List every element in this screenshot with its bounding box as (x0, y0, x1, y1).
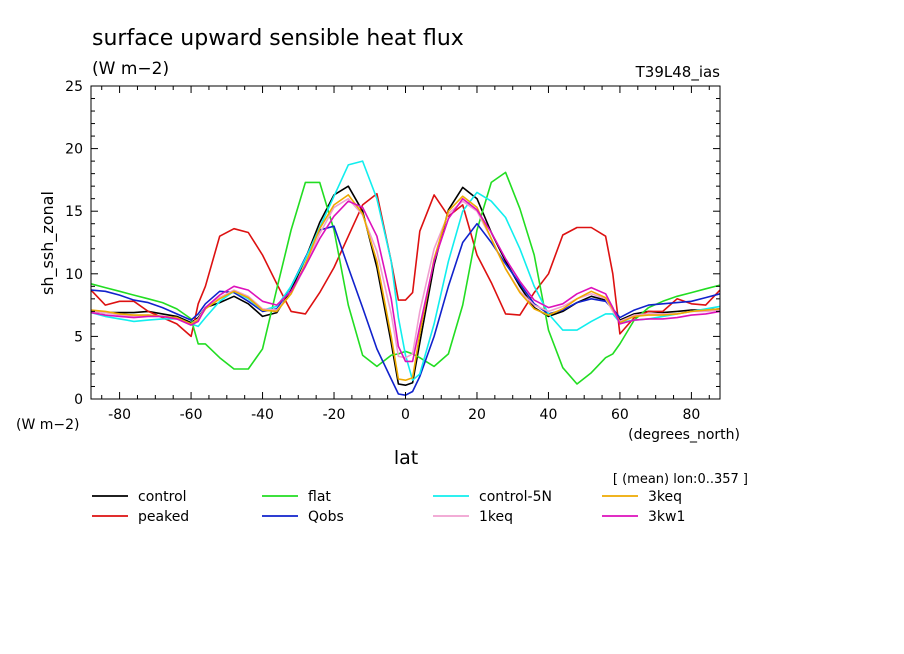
x-axis-label: lat (394, 447, 418, 469)
x-tick-label: -60 (180, 407, 203, 423)
x-tick-label: 0 (401, 407, 410, 423)
x-tick-label: 40 (540, 407, 558, 423)
x-tick-label: -80 (108, 407, 131, 423)
series-line-1 (90, 192, 721, 338)
ticks-layer: -80 -60 -40 -20 0 20 40 60 80 0 5 10 15 20 25 (65, 79, 720, 423)
legend-label: 3keq (648, 489, 682, 505)
legend-label: flat (308, 489, 331, 505)
y-tick-label: 10 (65, 267, 83, 283)
x-tick-label: -40 (251, 407, 274, 423)
y-tick-label: 5 (74, 329, 83, 345)
series-line-7 (90, 197, 721, 363)
x-tick-label: 20 (468, 407, 486, 423)
experiment-label: T39L48_ias (635, 63, 721, 82)
y-axis-label: sh_ssh_zonal (38, 191, 58, 295)
mean-note: [ (mean) lon:0..357 ] (613, 472, 748, 487)
legend-label: peaked (138, 509, 189, 525)
y-tick-label: 25 (65, 79, 83, 95)
legend-label: control-5N (479, 489, 552, 505)
x-tick-label: 60 (611, 407, 629, 423)
series-layer (90, 160, 721, 397)
legend-label: 1keq (479, 509, 513, 525)
legend-label: control (138, 489, 187, 505)
x-units-label: (degrees_north) (628, 427, 740, 443)
units-label: (W m−2) (92, 59, 169, 79)
legend-label: Qobs (308, 509, 344, 525)
y-tick-label: 15 (65, 204, 83, 220)
x-tick-label: 80 (682, 407, 700, 423)
y-tick-label: 20 (65, 142, 83, 158)
legend: control peaked flat Qobs control-5N 1keq 3keq 3… (92, 489, 685, 525)
y-units-label: (W m−2) (16, 417, 80, 433)
series-line-4 (90, 160, 721, 382)
y-tick-label: 0 (74, 392, 83, 408)
x-tick-label: -20 (323, 407, 346, 423)
legend-label: 3kw1 (648, 509, 685, 525)
chart-title: surface upward sensible heat flux (92, 26, 464, 51)
